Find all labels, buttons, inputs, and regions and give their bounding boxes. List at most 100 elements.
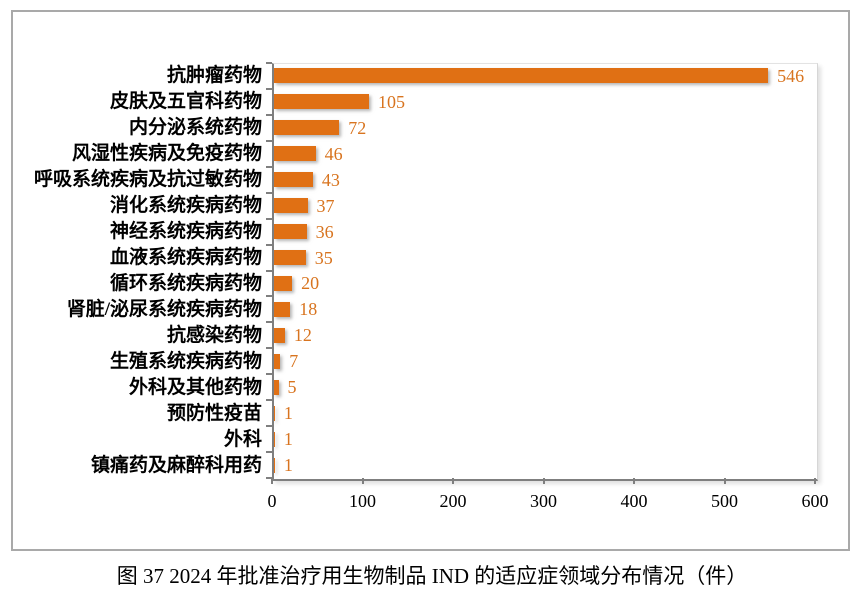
x-tick-label: 600 [801, 491, 829, 511]
bar-row: 生殖系统疾病药物 7 [13, 348, 817, 374]
bar-row: 外科及其他药物 5 [13, 374, 817, 400]
bar [274, 172, 313, 188]
value-label: 5 [287, 377, 297, 398]
bar-row: 循环系统疾病药物 20 [13, 271, 817, 297]
bar-row: 风湿性疾病及免疫药物 46 [13, 141, 817, 167]
bar-row: 皮肤及五官科药物 105 [13, 89, 817, 115]
bar-row: 血液系统疾病药物 35 [13, 245, 817, 271]
bar-rows: 抗肿瘤药物 546 皮肤及五官科药物 105 内分泌系统药物 72 风湿性疾病及免疫药物 46… [13, 63, 817, 478]
bar [274, 405, 275, 421]
category-label: 内分泌系统药物 [128, 117, 262, 139]
category-label: 生殖系统疾病药物 [109, 350, 262, 372]
y-tick [266, 62, 272, 64]
bar-row: 预防性疫苗 1 [13, 400, 817, 426]
y-tick [266, 347, 272, 350]
value-label: 1 [283, 403, 293, 424]
category-label: 肾脏/泌尿系统疾病药物 [66, 298, 262, 320]
value-label: 7 [289, 351, 299, 372]
value-label: 12 [293, 325, 312, 346]
y-tick [266, 87, 272, 90]
bar-zone: 37 [272, 193, 817, 219]
value-label: 43 [321, 169, 340, 190]
category-label: 消化系统疾病药物 [109, 195, 262, 217]
category-label: 外科 [223, 428, 262, 450]
bar [274, 94, 369, 110]
bar-row: 消化系统疾病药物 37 [13, 193, 817, 219]
bar-zone: 546 [272, 63, 817, 89]
x-tick-label: 100 [349, 491, 376, 511]
bar-zone: 46 [272, 141, 817, 167]
bar [274, 275, 293, 291]
x-tick [452, 478, 454, 484]
value-label: 546 [777, 65, 805, 86]
bar [274, 198, 308, 214]
bar-row: 呼吸系统疾病及抗过敏药物 43 [13, 167, 817, 193]
category-label: 镇痛药及麻醉科用药 [90, 454, 262, 476]
bar-row: 神经系统疾病药物 36 [13, 219, 817, 245]
x-tick-label: 500 [711, 491, 738, 511]
figure-caption: 图 37 2024 年批准治疗用生物制品 IND 的适应症领域分布情况（件） [116, 564, 748, 588]
bar-zone: 1 [272, 452, 817, 478]
y-tick [266, 269, 272, 272]
bar [274, 120, 340, 136]
x-tick [723, 478, 726, 484]
y-tick [266, 191, 272, 194]
bar-zone: 1 [272, 400, 817, 426]
value-label: 18 [299, 299, 318, 320]
x-tick-label: 0 [267, 491, 277, 511]
y-tick [266, 477, 272, 479]
y-tick [266, 295, 272, 298]
x-tick [271, 478, 273, 484]
bar-row: 内分泌系统药物 72 [13, 115, 817, 141]
bar [274, 224, 307, 240]
category-label: 风湿性疾病及免疫药物 [71, 143, 262, 165]
category-label: 循环系统疾病药物 [109, 272, 262, 294]
bar-zone: 1 [272, 426, 817, 452]
value-label: 46 [324, 143, 343, 164]
bar [274, 250, 306, 266]
category-label: 抗肿瘤药物 [166, 65, 262, 87]
category-label: 抗感染药物 [166, 324, 262, 346]
value-label: 1 [283, 429, 293, 450]
y-tick [266, 113, 272, 116]
x-tick [542, 478, 545, 484]
bar [274, 301, 291, 317]
value-label: 105 [378, 91, 405, 112]
bar-row: 外科 1 [13, 426, 817, 452]
y-tick [266, 165, 272, 168]
bar-zone: 35 [272, 245, 817, 271]
x-tick-label: 400 [620, 491, 648, 511]
bar-zone: 105 [272, 89, 817, 115]
value-label: 36 [315, 221, 334, 242]
bar [274, 431, 275, 447]
value-label: 20 [301, 273, 320, 294]
y-tick [266, 321, 272, 324]
y-tick [266, 373, 272, 376]
y-tick [266, 217, 272, 220]
value-label: 72 [348, 117, 367, 138]
bar-zone: 72 [272, 115, 817, 141]
bar-zone: 18 [272, 296, 817, 322]
y-tick [266, 139, 272, 142]
bar-zone: 7 [272, 348, 817, 374]
bar [274, 379, 279, 395]
plot-area [272, 63, 818, 481]
bar-row: 抗感染药物 12 [13, 322, 817, 348]
x-tick [361, 478, 364, 484]
x-tick [814, 478, 816, 484]
chart-frame: 抗肿瘤药物 546 皮肤及五官科药物 105 内分泌系统药物 72 风湿性疾病及免疫药物 46… [11, 10, 850, 551]
category-label: 外科及其他药物 [128, 376, 262, 398]
category-label: 血液系统疾病药物 [109, 247, 262, 269]
bar-row: 肾脏/泌尿系统疾病药物 18 [13, 296, 817, 322]
bar-zone: 12 [272, 322, 817, 348]
y-tick [266, 451, 272, 454]
category-label: 预防性疫苗 [166, 402, 262, 424]
x-tick-label: 200 [439, 491, 467, 511]
x-tick-label: 300 [530, 491, 557, 511]
category-label: 呼吸系统疾病及抗过敏药物 [33, 169, 262, 191]
bar [274, 327, 285, 343]
y-tick [266, 243, 272, 246]
y-tick [266, 425, 272, 428]
bar [274, 146, 316, 162]
